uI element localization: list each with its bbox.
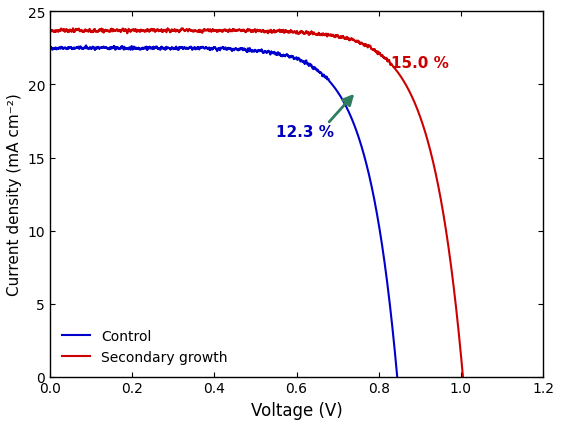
Secondary growth <box>205 28 211 33</box>
Control <box>109 46 116 52</box>
Control <box>83 44 90 49</box>
Text: 12.3 %: 12.3 % <box>276 124 334 139</box>
Control <box>172 47 178 52</box>
Text: 15.0 %: 15.0 % <box>391 56 449 71</box>
Secondary growth <box>374 49 380 55</box>
Secondary growth <box>164 26 171 32</box>
Line: Secondary growth: Secondary growth <box>50 29 463 377</box>
Secondary growth <box>47 29 53 34</box>
Control <box>295 57 301 62</box>
Control <box>177 46 184 51</box>
Secondary growth <box>316 33 323 38</box>
Control <box>337 95 344 100</box>
Y-axis label: Current density (mA cm⁻²): Current density (mA cm⁻²) <box>7 93 22 296</box>
Control <box>57 46 63 51</box>
Secondary growth <box>378 54 384 59</box>
Legend: Control, Secondary growth: Control, Secondary growth <box>57 324 233 370</box>
Secondary growth <box>459 374 466 379</box>
Secondary growth <box>58 27 65 32</box>
Line: Control: Control <box>50 46 397 376</box>
Secondary growth <box>286 30 293 35</box>
X-axis label: Voltage (V): Voltage (V) <box>251 401 342 419</box>
Control <box>47 46 53 51</box>
Control <box>394 374 401 379</box>
